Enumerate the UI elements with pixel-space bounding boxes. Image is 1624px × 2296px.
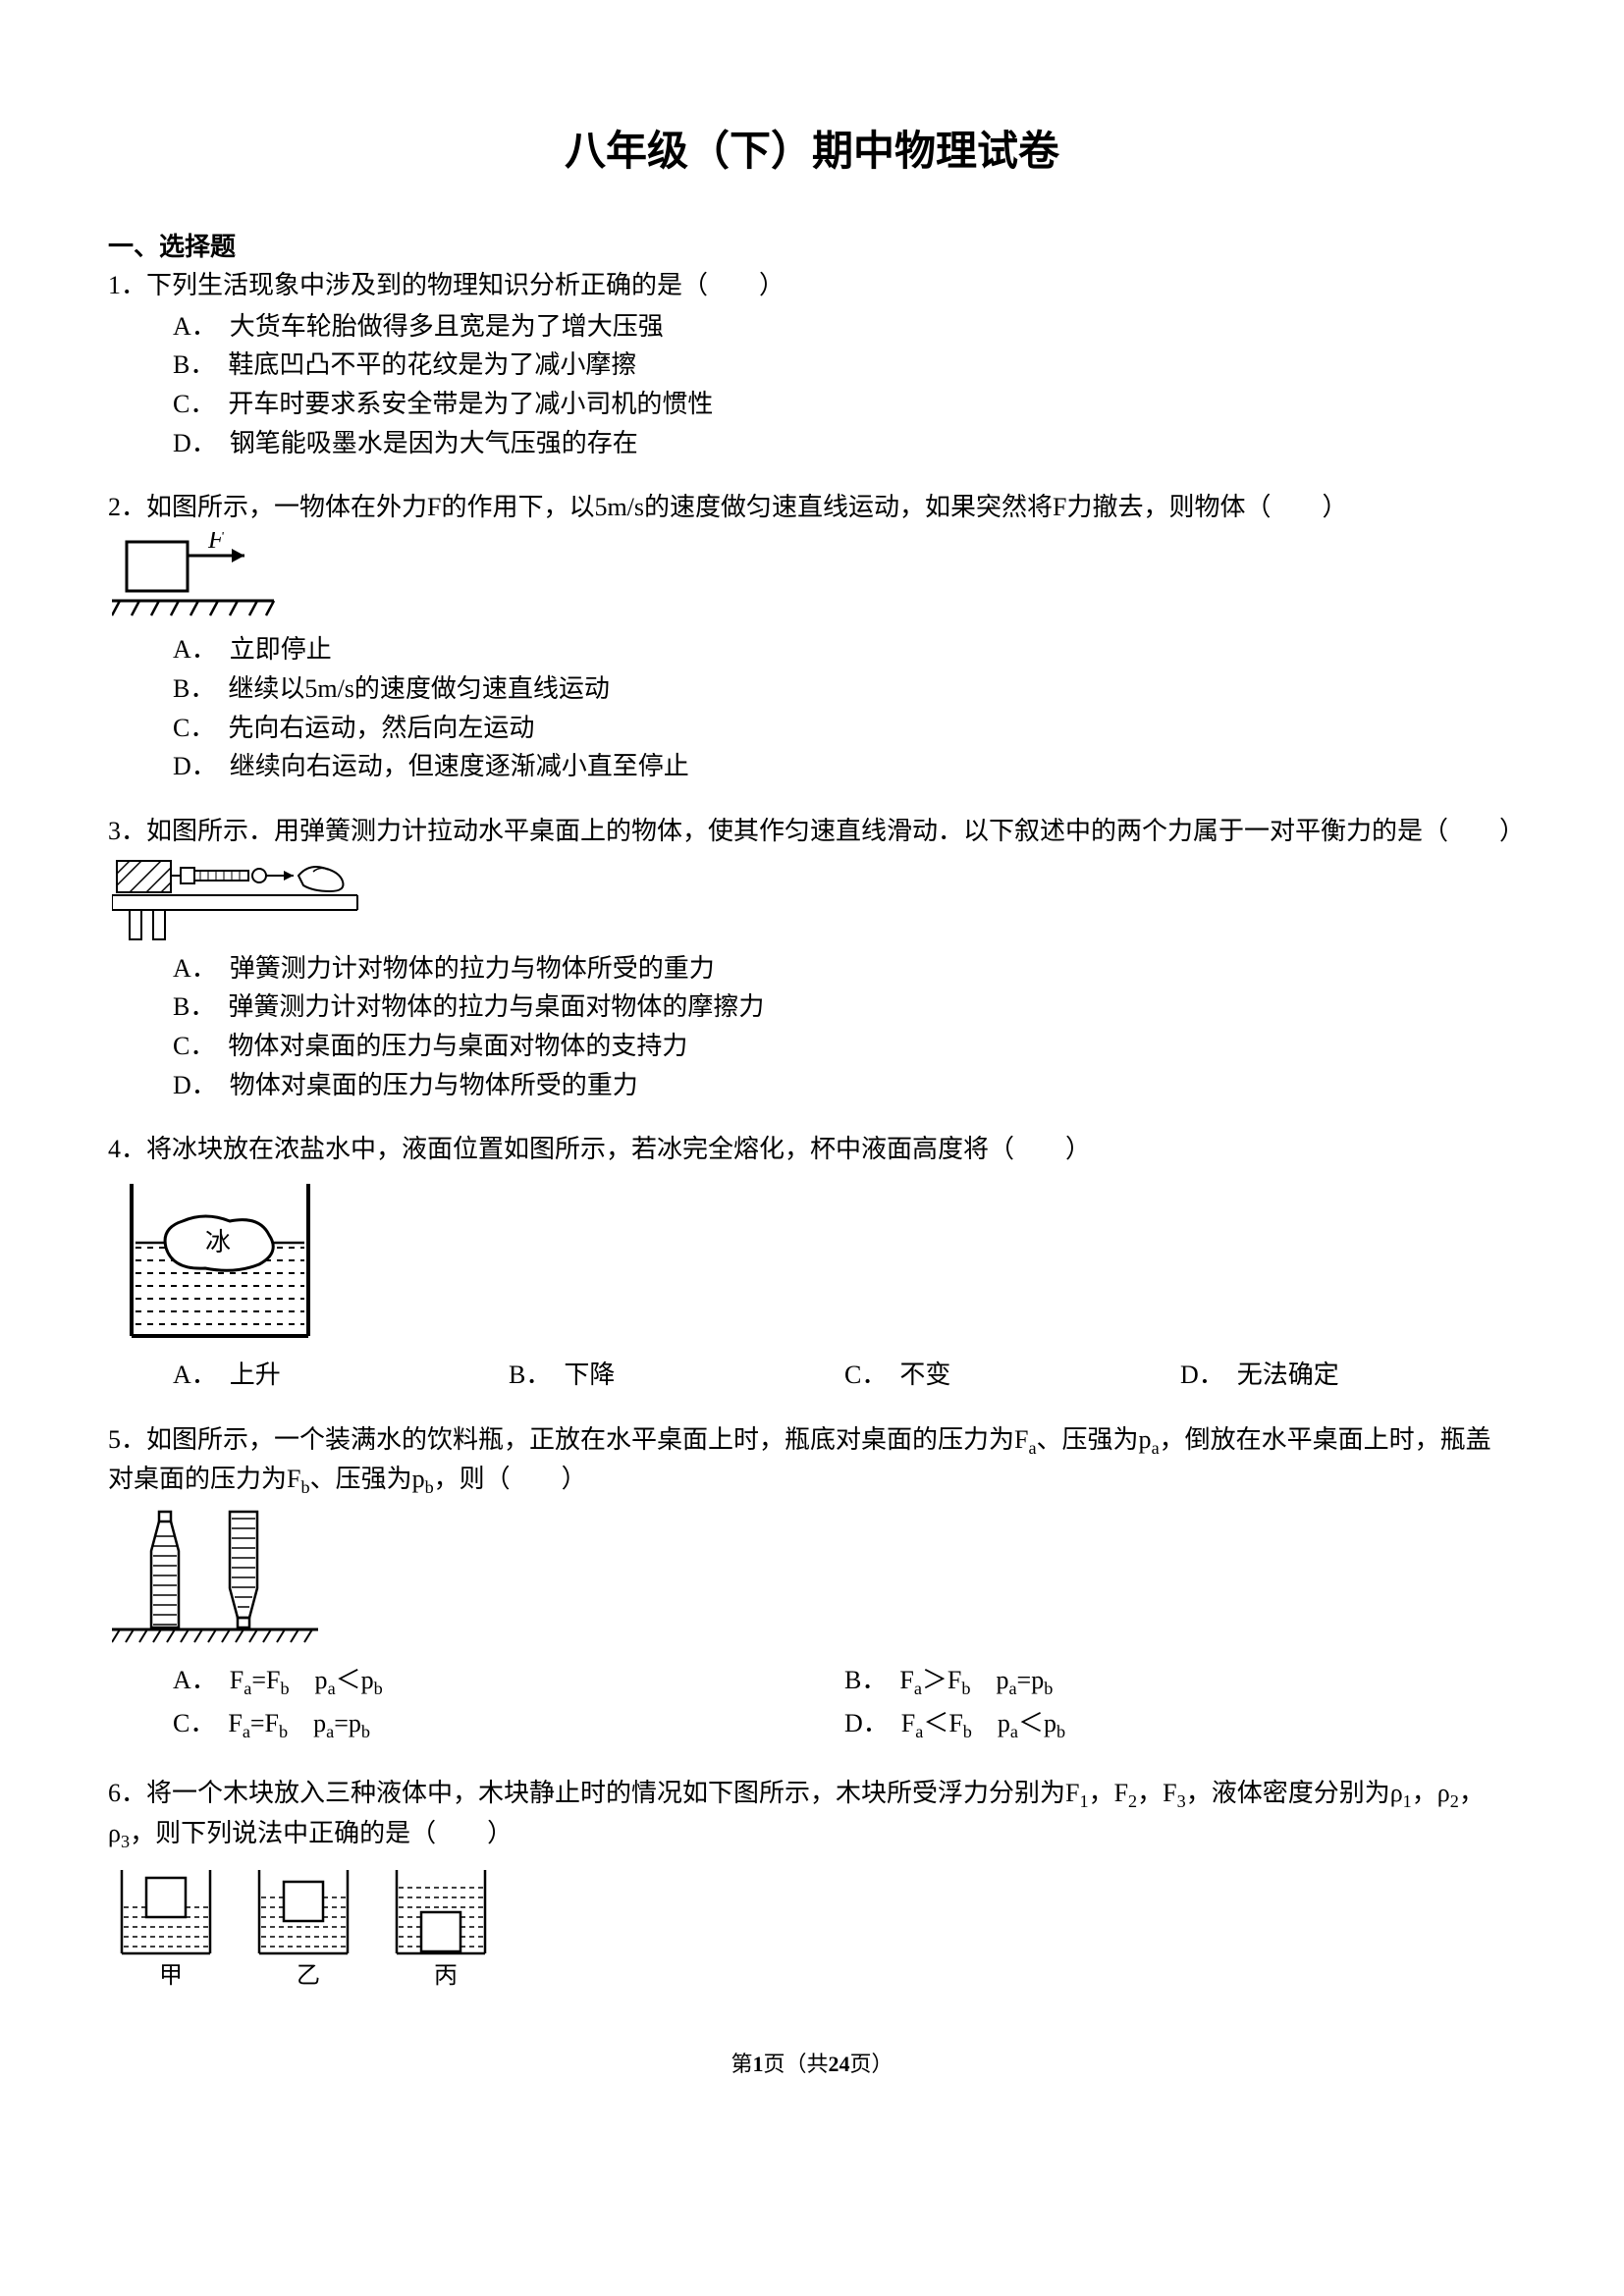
q6-stem: 6．将一个木块放入三种液体中，木块静止时的情况如下图所示，木块所受浮力分别为F1… [108, 1775, 1516, 1854]
q3-option-c: C． 物体对桌面的压力与桌面对物体的支持力 [173, 1028, 1516, 1065]
q4-option-a: A． 上升 [173, 1357, 509, 1394]
q4-option-b: B． 下降 [509, 1357, 844, 1394]
q3-stem: 3．如图所示．用弹簧测力计拉动水平桌面上的物体，使其作匀速直线滑动．以下叙述中的… [108, 813, 1516, 850]
q2-option-a: A． 立即停止 [173, 631, 1516, 668]
q6-cap1: 甲 [159, 1963, 183, 1989]
q2-option-c: C． 先向右运动，然后向左运动 [173, 710, 1516, 747]
q5-figure [112, 1507, 1516, 1654]
q5-option-d: D． Fa＜Fb pa＜pb [844, 1705, 1516, 1745]
q1-stem: 1．下列生活现象中涉及到的物理知识分析正确的是（ ） [108, 267, 1516, 304]
page-footer: 第1页（共24页） [108, 2047, 1516, 2078]
ice-label: 冰 [205, 1228, 231, 1256]
q2-option-b: B． 继续以5m/s的速度做匀速直线运动 [173, 670, 1516, 708]
page-title: 八年级（下）期中物理试卷 [108, 118, 1516, 178]
question-1: 1．下列生活现象中涉及到的物理知识分析正确的是（ ） A． 大货车轮胎做得多且宽… [108, 267, 1516, 461]
question-2: 2．如图所示，一物体在外力F的作用下，以5m/s的速度做匀速直线运动，如果突然将… [108, 489, 1516, 784]
q2-figure: F [112, 532, 1516, 625]
q1-option-d: D． 钢笔能吸墨水是因为大气压强的存在 [173, 425, 1516, 462]
question-4: 4．将冰块放在浓盐水中，液面位置如图所示，若冰完全熔化，杯中液面高度将（ ） [108, 1131, 1516, 1393]
question-3: 3．如图所示．用弹簧测力计拉动水平桌面上的物体，使其作匀速直线滑动．以下叙述中的… [108, 813, 1516, 1103]
q5-option-c: C． Fa=Fb pa=pb [173, 1705, 844, 1745]
q4-option-c: C． 不变 [844, 1357, 1180, 1394]
q2-option-d: D． 继续向右运动，但速度逐渐减小直至停止 [173, 748, 1516, 785]
q2-stem: 2．如图所示，一物体在外力F的作用下，以5m/s的速度做匀速直线运动，如果突然将… [108, 489, 1516, 526]
q4-figure: 冰 [112, 1174, 1516, 1351]
q4-stem: 4．将冰块放在浓盐水中，液面位置如图所示，若冰完全熔化，杯中液面高度将（ ） [108, 1131, 1516, 1168]
q6-cap3: 丙 [434, 1963, 458, 1989]
q5-option-b: B． Fa＞Fb pa=pb [844, 1662, 1516, 1702]
q6-figure: 甲 乙 [112, 1860, 1516, 1998]
q4-option-d: D． 无法确定 [1180, 1357, 1516, 1394]
q3-option-b: B． 弹簧测力计对物体的拉力与桌面对物体的摩擦力 [173, 988, 1516, 1026]
q3-figure [112, 856, 1516, 944]
q1-option-c: C． 开车时要求系安全带是为了减小司机的惯性 [173, 386, 1516, 423]
question-5: 5．如图所示，一个装满水的饮料瓶，正放在水平桌面上时，瓶底对桌面的压力为Fa、压… [108, 1421, 1516, 1747]
q1-option-b: B． 鞋底凹凸不平的花纹是为了减小摩擦 [173, 347, 1516, 384]
question-6: 6．将一个木块放入三种液体中，木块静止时的情况如下图所示，木块所受浮力分别为F1… [108, 1775, 1516, 1998]
q3-option-a: A． 弹簧测力计对物体的拉力与物体所受的重力 [173, 950, 1516, 988]
q6-cap2: 乙 [297, 1963, 320, 1989]
q5-stem: 5．如图所示，一个装满水的饮料瓶，正放在水平桌面上时，瓶底对桌面的压力为Fa、压… [108, 1421, 1516, 1501]
q3-option-d: D． 物体对桌面的压力与物体所受的重力 [173, 1067, 1516, 1104]
force-label: F [207, 532, 225, 554]
section-header: 一、选择题 [108, 227, 1516, 263]
q5-option-a: A． Fa=Fb pa＜pb [173, 1662, 844, 1702]
q1-option-a: A． 大货车轮胎做得多且宽是为了增大压强 [173, 308, 1516, 346]
